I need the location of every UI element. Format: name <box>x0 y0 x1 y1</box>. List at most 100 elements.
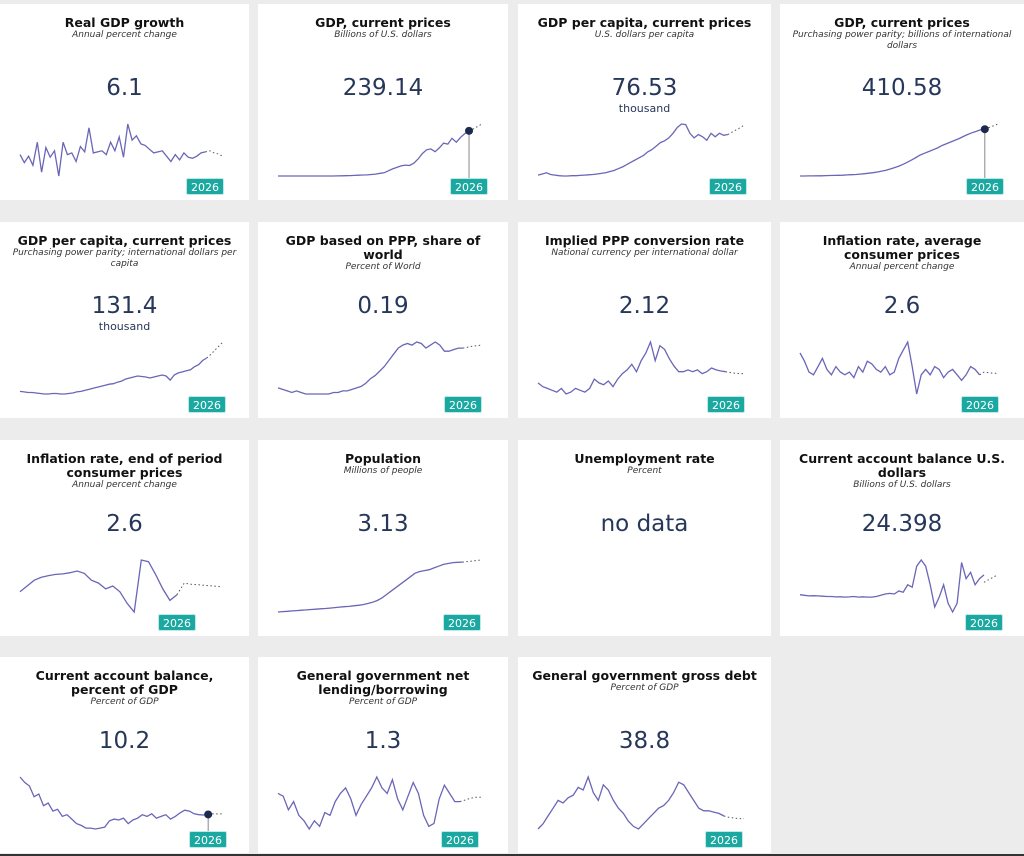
indicator-card[interactable]: General government net lending/borrowing… <box>258 657 508 853</box>
card-subtitle: National currency per international doll… <box>551 248 738 258</box>
year-badge[interactable]: 2026 <box>443 614 481 631</box>
series-line-projection <box>459 796 481 803</box>
series-line-projection <box>979 371 998 376</box>
card-title-text: Inflation rate, end of period consumer p… <box>26 451 223 480</box>
indicator-card[interactable]: Current account balance U.S. dollars Bill… <box>780 440 1024 636</box>
card-title: Population Millions of people <box>266 452 500 477</box>
card-title-text: General government gross debt <box>532 668 757 683</box>
card-title: Unemployment rate Percent <box>526 452 763 477</box>
card-title-text: Inflation rate, average consumer prices <box>822 233 982 262</box>
card-value: 38.8 <box>618 728 671 754</box>
series-line-historical <box>537 123 729 177</box>
card-title-text: Population <box>344 451 422 466</box>
indicator-card[interactable]: Inflation rate, end of period consumer p… <box>0 440 249 636</box>
card-value: 2.12 <box>618 293 671 319</box>
card-title: Inflation rate, end of period consumer p… <box>8 452 241 491</box>
year-badge[interactable]: 2026 <box>709 178 747 195</box>
year-badge[interactable]: 2026 <box>966 178 1004 195</box>
sparkline-chart <box>537 775 744 830</box>
card-title: GDP based on PPP, share of world Percent … <box>266 234 500 273</box>
series-line-historical <box>19 123 206 177</box>
indicator-card[interactable]: General government gross debt Percent of … <box>518 657 771 853</box>
card-title: GDP, current prices Purchasing power pari… <box>788 16 1016 52</box>
indicator-card[interactable]: GDP per capita, current prices U.S. dolla… <box>518 4 771 200</box>
card-value: 10.2 <box>98 728 151 754</box>
indicator-card[interactable]: Implied PPP conversion rate National curr… <box>518 222 771 418</box>
sparkline-chart <box>800 123 998 180</box>
year-badge[interactable]: 2026 <box>707 396 745 413</box>
series-line-projection <box>727 124 746 135</box>
card-value: 6.1 <box>106 75 143 101</box>
card-subtitle: Annual percent change <box>72 30 177 40</box>
card-title-text: Current account balance U.S. dollars <box>799 451 1005 480</box>
card-subtitle: Purchasing power parity; international d… <box>12 248 237 269</box>
year-badge[interactable]: 2026 <box>158 614 196 631</box>
sparkline-chart <box>277 559 482 613</box>
year-badge[interactable]: 2026 <box>965 614 1003 631</box>
indicator-card[interactable]: GDP, current prices Billions of U.S. doll… <box>258 4 508 200</box>
current-year-marker[interactable] <box>465 126 474 135</box>
card-title: General government gross debt Percent of … <box>526 669 763 694</box>
indicator-card[interactable]: Current account balance, percent of GDP P… <box>0 657 249 853</box>
bottom-border <box>0 854 1024 856</box>
series-line-historical <box>19 357 208 395</box>
card-value: 410.58 <box>861 75 943 101</box>
card-title-text: Unemployment rate <box>574 451 715 466</box>
card-title-text: GDP, current prices <box>315 15 451 30</box>
indicator-card[interactable]: Unemployment rate Percent no data <box>518 440 771 636</box>
year-badge[interactable]: 2026 <box>444 396 482 413</box>
card-value: 2.6 <box>883 293 921 319</box>
card-subtitle: Annual percent change <box>849 262 955 272</box>
card-subtitle: Purchasing power parity; billions of int… <box>792 30 1012 51</box>
series-line-historical <box>278 130 470 177</box>
year-badge[interactable]: 2026 <box>186 178 224 195</box>
card-subtitle: Millions of people <box>343 466 423 476</box>
card-value-unit: thousand <box>98 320 151 333</box>
card-subtitle: Percent of GDP <box>348 697 418 707</box>
sparkline-chart <box>799 558 998 614</box>
card-title-text: Implied PPP conversion rate <box>544 233 745 248</box>
card-value: 131.4 <box>91 293 158 319</box>
series-line-historical <box>537 339 726 395</box>
year-badge[interactable]: 2026 <box>441 831 479 848</box>
indicator-card[interactable]: Population Millions of people 3.13 2026 <box>258 440 508 636</box>
card-value: no data <box>600 511 689 537</box>
card-title: Inflation rate, average consumer prices A… <box>788 234 1016 273</box>
series-line-projection <box>205 150 223 157</box>
sparkline-chart <box>19 341 224 395</box>
card-title-text: GDP based on PPP, share of world <box>285 233 481 262</box>
series-line-historical <box>799 558 985 614</box>
series-line-projection <box>206 341 224 359</box>
series-line-projection <box>983 574 998 583</box>
card-title: GDP, current prices Billions of U.S. doll… <box>266 16 500 41</box>
series-line-projection <box>723 815 744 820</box>
indicator-card[interactable]: GDP per capita, current prices Purchasing… <box>0 222 249 418</box>
indicator-card[interactable]: GDP, current prices Purchasing power pari… <box>780 4 1024 200</box>
indicator-card[interactable]: GDP based on PPP, share of world Percent … <box>258 222 508 418</box>
sparkline-chart <box>19 559 220 614</box>
series-line-historical <box>277 561 463 613</box>
series-line-historical <box>19 776 209 830</box>
current-year-marker[interactable] <box>980 125 989 134</box>
indicator-card[interactable]: Inflation rate, average consumer prices A… <box>780 222 1024 418</box>
card-title-text: GDP per capita, current prices <box>17 233 232 248</box>
card-title-text: GDP, current prices <box>834 15 970 30</box>
card-subtitle: Billions of U.S. dollars <box>853 480 951 490</box>
current-year-marker[interactable] <box>204 810 213 819</box>
indicator-card[interactable]: Real GDP growth Annual percent change 6.1 2… <box>0 4 249 200</box>
sparkline-chart <box>799 340 998 395</box>
card-subtitle: U.S. dollars per capita <box>594 30 695 40</box>
year-badge[interactable]: 2026 <box>450 178 488 195</box>
card-value: 1.3 <box>364 728 402 754</box>
year-badge[interactable]: 2026 <box>189 831 227 848</box>
year-badge[interactable]: 2026 <box>705 831 743 848</box>
card-title: Implied PPP conversion rate National curr… <box>526 234 763 259</box>
card-title: GDP per capita, current prices U.S. dolla… <box>526 16 763 41</box>
card-title: GDP per capita, current prices Purchasing… <box>8 234 241 270</box>
year-badge[interactable]: 2026 <box>961 396 999 413</box>
series-line-projection <box>176 582 220 595</box>
year-badge[interactable]: 2026 <box>188 396 226 413</box>
sparkline-chart <box>19 776 223 833</box>
card-value: 2.6 <box>106 511 143 537</box>
